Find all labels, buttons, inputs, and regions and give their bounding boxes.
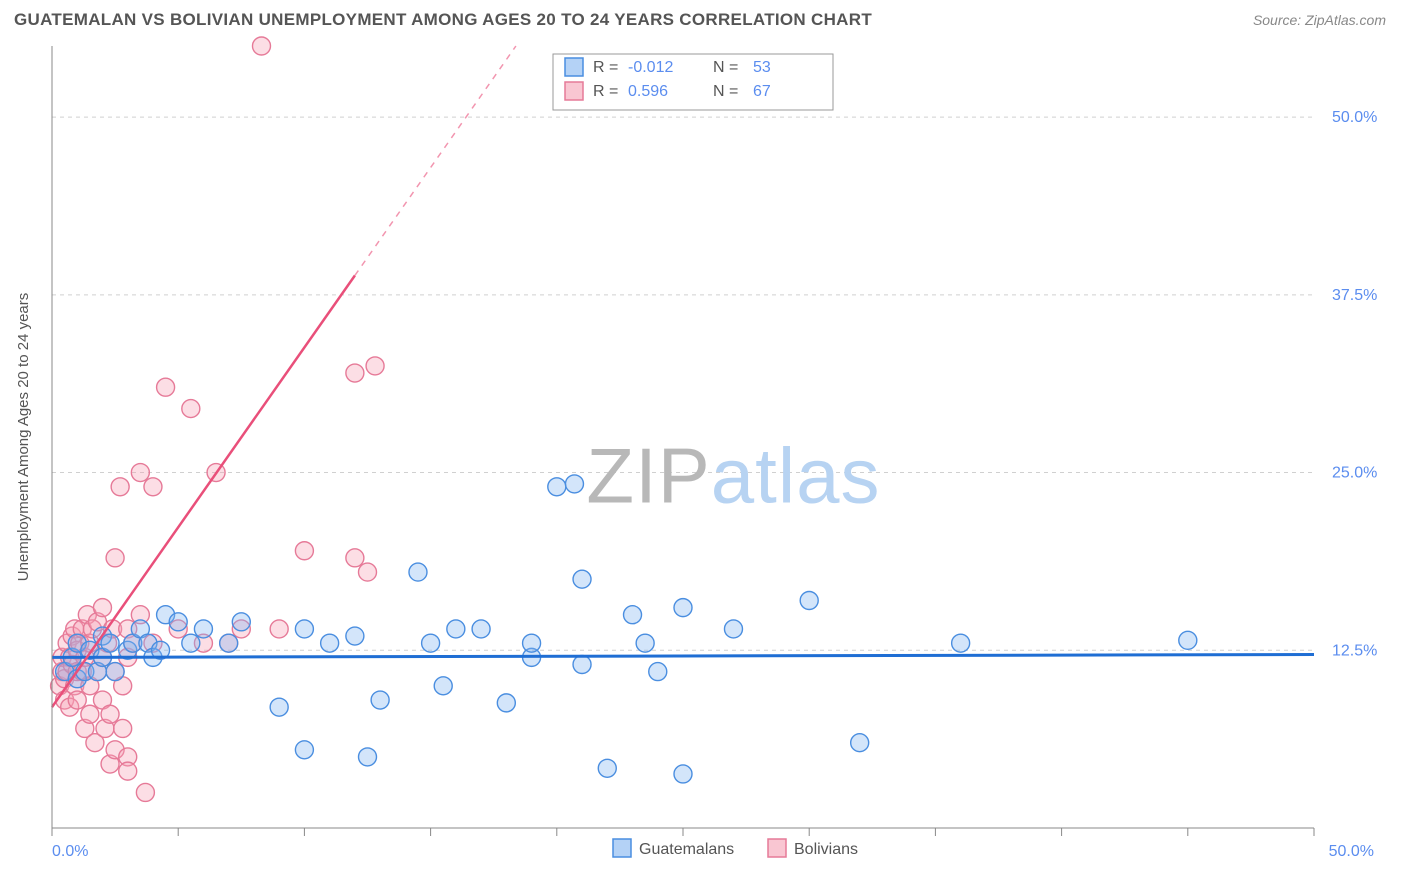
data-point-guatemalan <box>422 634 440 652</box>
data-point-bolivian <box>157 378 175 396</box>
data-point-guatemalan <box>674 599 692 617</box>
data-point-guatemalan <box>851 734 869 752</box>
data-point-bolivian <box>270 620 288 638</box>
data-point-guatemalan <box>371 691 389 709</box>
scatter-chart: Unemployment Among Ages 20 to 24 years 12… <box>12 36 1394 876</box>
data-point-bolivian <box>119 762 137 780</box>
data-point-guatemalan <box>636 634 654 652</box>
y-tick-label: 50.0% <box>1332 109 1377 126</box>
data-point-guatemalan <box>434 677 452 695</box>
data-point-guatemalan <box>565 475 583 493</box>
legend-n-label: N = <box>713 83 738 100</box>
data-point-bolivian <box>136 783 154 801</box>
x-tick-label: 50.0% <box>1329 843 1374 860</box>
chart-container: Unemployment Among Ages 20 to 24 years 12… <box>12 36 1394 876</box>
data-point-guatemalan <box>497 694 515 712</box>
data-point-guatemalan <box>359 748 377 766</box>
data-point-bolivian <box>295 542 313 560</box>
data-point-bolivian <box>114 719 132 737</box>
data-point-guatemalan <box>472 620 490 638</box>
data-point-guatemalan <box>295 620 313 638</box>
legend-r-value: -0.012 <box>628 59 673 76</box>
legend-n-value: 53 <box>753 59 771 76</box>
data-point-guatemalan <box>232 613 250 631</box>
x-tick-label: 0.0% <box>52 843 88 860</box>
legend-swatch-bolivian <box>768 839 786 857</box>
data-point-guatemalan <box>573 655 591 673</box>
data-point-guatemalan <box>1179 631 1197 649</box>
data-point-bolivian <box>93 599 111 617</box>
data-point-bolivian <box>182 400 200 418</box>
data-point-guatemalan <box>724 620 742 638</box>
legend-r-value: 0.596 <box>628 83 668 100</box>
legend-n-label: N = <box>713 59 738 76</box>
data-point-guatemalan <box>321 634 339 652</box>
y-tick-label: 12.5% <box>1332 642 1377 659</box>
data-point-bolivian <box>101 705 119 723</box>
y-tick-label: 25.0% <box>1332 465 1377 482</box>
trendline-guatemalan <box>52 655 1314 658</box>
data-point-guatemalan <box>409 563 427 581</box>
trendline-bolivian-extrapolated <box>355 46 516 275</box>
legend-swatch-guatemalan <box>613 839 631 857</box>
data-point-guatemalan <box>624 606 642 624</box>
data-point-guatemalan <box>598 759 616 777</box>
data-point-guatemalan <box>952 634 970 652</box>
data-point-bolivian <box>144 478 162 496</box>
y-tick-label: 37.5% <box>1332 287 1377 304</box>
data-point-guatemalan <box>220 634 238 652</box>
data-point-guatemalan <box>106 663 124 681</box>
data-point-guatemalan <box>674 765 692 783</box>
y-axis-label: Unemployment Among Ages 20 to 24 years <box>15 293 32 582</box>
data-point-guatemalan <box>101 634 119 652</box>
data-point-guatemalan <box>182 634 200 652</box>
legend-series-label: Bolivians <box>794 841 858 858</box>
legend-n-value: 67 <box>753 83 771 100</box>
data-point-bolivian <box>106 549 124 567</box>
watermark: ZIPatlas <box>586 432 880 520</box>
data-point-guatemalan <box>295 741 313 759</box>
data-point-bolivian <box>366 357 384 375</box>
data-point-guatemalan <box>447 620 465 638</box>
data-point-guatemalan <box>523 634 541 652</box>
legend-r-label: R = <box>593 83 618 100</box>
data-point-bolivian <box>252 37 270 55</box>
data-point-guatemalan <box>346 627 364 645</box>
title-bar: GUATEMALAN VS BOLIVIAN UNEMPLOYMENT AMON… <box>0 0 1406 36</box>
legend-series-label: Guatemalans <box>639 841 734 858</box>
chart-title: GUATEMALAN VS BOLIVIAN UNEMPLOYMENT AMON… <box>14 10 872 30</box>
data-point-bolivian <box>346 549 364 567</box>
data-point-guatemalan <box>548 478 566 496</box>
data-point-bolivian <box>346 364 364 382</box>
data-point-bolivian <box>131 464 149 482</box>
data-point-guatemalan <box>194 620 212 638</box>
data-point-guatemalan <box>270 698 288 716</box>
data-point-bolivian <box>359 563 377 581</box>
legend-r-label: R = <box>593 59 618 76</box>
data-point-guatemalan <box>169 613 187 631</box>
data-point-guatemalan <box>649 663 667 681</box>
data-point-guatemalan <box>800 592 818 610</box>
data-point-bolivian <box>111 478 129 496</box>
data-point-bolivian <box>68 691 86 709</box>
source-label: Source: ZipAtlas.com <box>1253 12 1386 28</box>
legend-swatch-guatemalan <box>565 58 583 76</box>
legend-swatch-bolivian <box>565 82 583 100</box>
data-point-bolivian <box>81 705 99 723</box>
data-point-guatemalan <box>573 570 591 588</box>
